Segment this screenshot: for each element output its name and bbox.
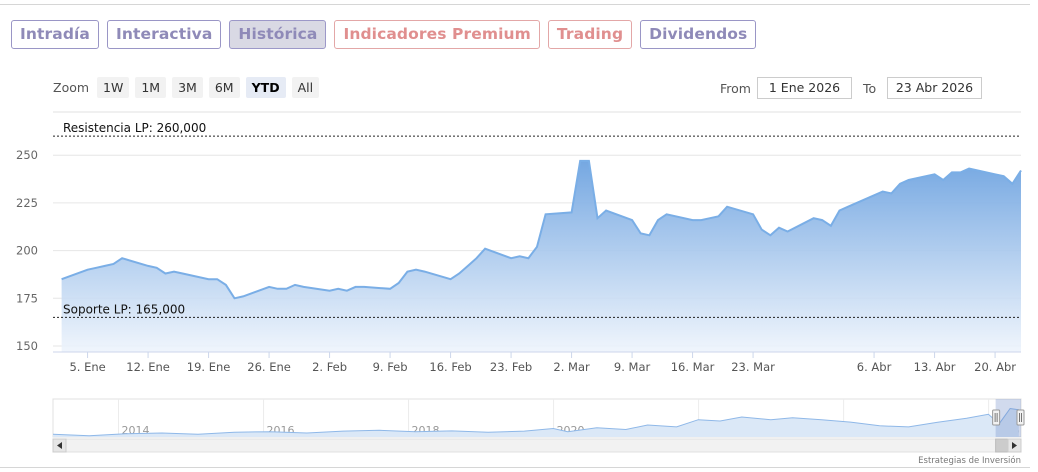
from-label: From	[720, 81, 751, 96]
tab-dividendos[interactable]: Dividendos	[640, 20, 757, 49]
tab-intradia[interactable]: Intradía	[11, 20, 99, 49]
to-date-input[interactable]: 23 Abr 2026	[887, 77, 982, 99]
y-tick-label: 225	[16, 196, 38, 210]
from-date-input[interactable]: 1 Ene 2026	[757, 77, 852, 99]
zoom-all-button[interactable]: All	[291, 77, 320, 98]
x-tick-label: 9. Mar	[614, 360, 651, 374]
navigator-line	[52, 407, 1019, 437]
zoom-6m-button[interactable]: 6M	[208, 77, 240, 98]
x-tick-label: 20. Abr	[974, 360, 1016, 374]
navigator-handle[interactable]	[1016, 409, 1025, 426]
zoom-label: Zoom	[53, 80, 90, 95]
x-tick-label: 13. Abr	[914, 360, 956, 374]
y-tick-label: 150	[16, 339, 38, 353]
scrollbar-thumb[interactable]	[995, 438, 1009, 453]
x-tick-label: 2. Mar	[553, 360, 590, 374]
y-tick-label: 250	[16, 148, 38, 162]
x-tick-label: 19. Ene	[187, 360, 231, 374]
series-area	[61, 160, 1022, 352]
zoom-1w-button[interactable]: 1W	[97, 77, 130, 98]
navigator-handle[interactable]	[992, 409, 1001, 426]
zoom-3m-button[interactable]: 3M	[172, 77, 203, 98]
y-tick-label: 175	[16, 291, 38, 305]
zoom-ytd-button[interactable]: YTD	[245, 77, 286, 98]
zoom-1m-button[interactable]: 1M	[135, 77, 167, 98]
scroll-right-arrow-icon	[1012, 442, 1017, 449]
x-tick-label: 6. Abr	[857, 360, 892, 374]
tab-indicadores-premium[interactable]: Indicadores Premium	[334, 20, 540, 49]
x-tick-label: 16. Feb	[429, 360, 471, 374]
series-line	[61, 159, 1022, 300]
scroll-left-arrow-icon	[57, 442, 62, 449]
x-tick-label: 23. Mar	[731, 360, 775, 374]
to-label: To	[863, 81, 877, 96]
x-tick-label: 2. Feb	[312, 360, 347, 374]
x-tick-label: 26. Ene	[247, 360, 291, 374]
resistance-label: Resistencia LP: 260,000	[63, 121, 206, 135]
x-tick-label: 9. Feb	[373, 360, 408, 374]
top-divider	[0, 4, 1030, 5]
tab-interactiva[interactable]: Interactiva	[106, 20, 222, 49]
x-tick-label: 5. Ene	[69, 360, 105, 374]
x-tick-label: 12. Ene	[126, 360, 170, 374]
support-label: Soporte LP: 165,000	[63, 302, 185, 316]
navigator-area	[53, 408, 1019, 437]
zoom-selector: Zoom 1W 1M 3M 6M YTD All	[53, 77, 320, 98]
y-tick-label: 200	[16, 244, 38, 258]
credits-text: Estrategias de Inversión	[918, 456, 1021, 466]
x-tick-label: 23. Feb	[490, 360, 532, 374]
x-tick-label: 16. Mar	[671, 360, 715, 374]
tab-bar: Intradía Interactiva Histórica Indicador…	[11, 20, 757, 49]
scrollbar-track[interactable]	[52, 438, 1022, 453]
bottom-divider	[0, 467, 1030, 468]
tab-historica[interactable]: Histórica	[229, 20, 327, 49]
tab-trading[interactable]: Trading	[547, 20, 633, 49]
